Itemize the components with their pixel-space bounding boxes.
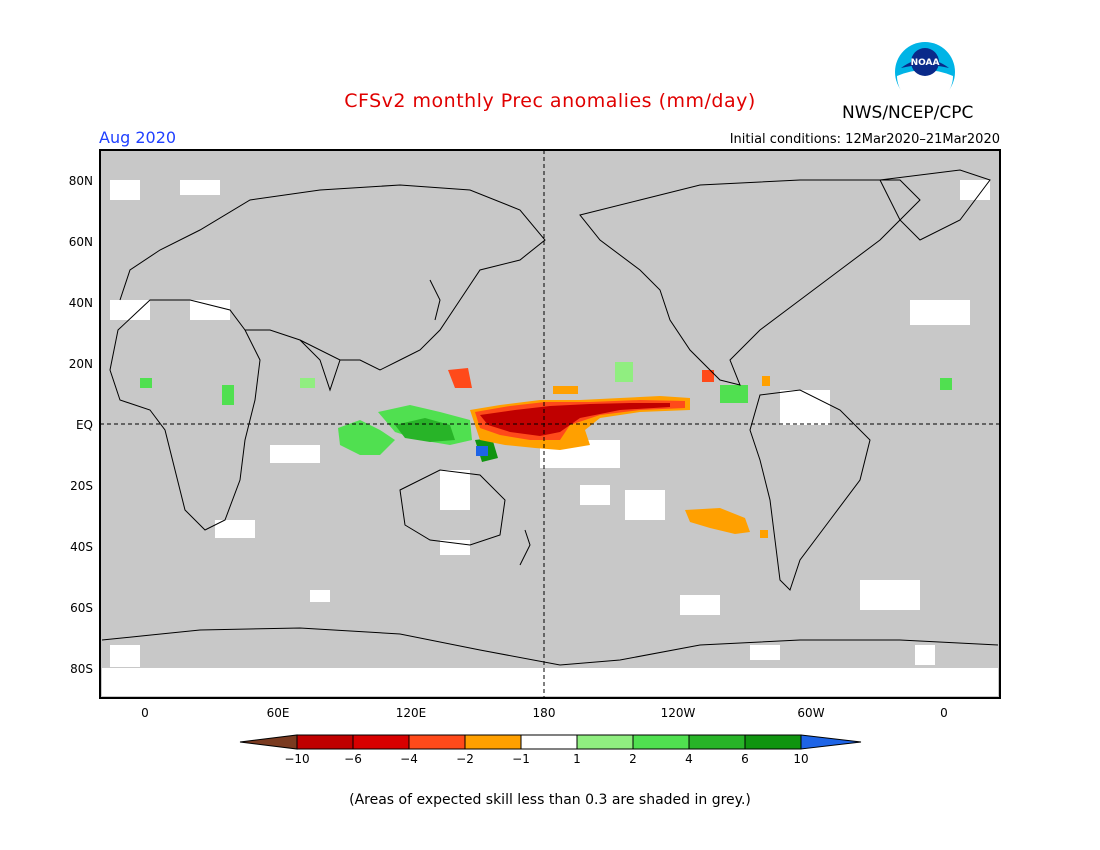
lon-label: 60E <box>267 706 290 720</box>
lat-label: 80S <box>70 662 93 676</box>
colorbar-segment <box>520 734 578 750</box>
footnote: (Areas of expected skill less than 0.3 a… <box>349 792 751 808</box>
lat-label: 80N <box>69 174 93 188</box>
colorbar-label: −1 <box>512 752 530 766</box>
lon-label: 0 <box>141 706 149 720</box>
initial-conditions: Initial conditions: 12Mar2020–21Mar2020 <box>729 132 1000 147</box>
lat-label: 20N <box>69 357 93 371</box>
noaa-logo: NOAA <box>895 42 955 104</box>
neutral-anomaly-regions <box>102 180 998 696</box>
lat-label: 60N <box>69 235 93 249</box>
colorbar: −10 −6 −4 −2 −1 1 2 4 6 10 <box>239 734 862 766</box>
lat-label: 20S <box>70 479 93 493</box>
lat-label: 40S <box>70 540 93 554</box>
colorbar-label: 4 <box>685 752 693 766</box>
coastlines <box>101 169 999 666</box>
colorbar-label: −6 <box>344 752 362 766</box>
longitude-labels: 0 60E 120E 180 120W 60W 0 <box>141 706 948 720</box>
colorbar-label: 6 <box>741 752 749 766</box>
colorbar-arrow-high <box>800 734 862 750</box>
colorbar-segment <box>352 734 410 750</box>
noaa-logo-text: NOAA <box>911 58 940 68</box>
lat-label: EQ <box>76 418 93 432</box>
lat-label: 40N <box>69 296 93 310</box>
colorbar-segment <box>296 734 354 750</box>
colorbar-segment <box>688 734 746 750</box>
lon-label: 120E <box>396 706 427 720</box>
colorbar-label: −10 <box>284 752 309 766</box>
lon-label: 180 <box>533 706 556 720</box>
colorbar-segment <box>744 734 802 750</box>
latitude-labels: 80N 60N 40N 20N EQ 20S 40S 60S 80S <box>69 174 93 676</box>
colorbar-label: 1 <box>573 752 581 766</box>
lon-label: 0 <box>940 706 948 720</box>
colorbar-label: 2 <box>629 752 637 766</box>
forecast-month: Aug 2020 <box>99 128 177 147</box>
colorbar-label: 10 <box>793 752 808 766</box>
lon-label: 120W <box>661 706 696 720</box>
colorbar-segment <box>464 734 522 750</box>
colorbar-segment <box>576 734 634 750</box>
colorbar-segment <box>632 734 690 750</box>
lon-label: 60W <box>797 706 824 720</box>
colorbar-segment <box>408 734 466 750</box>
colorbar-arrow-low <box>239 734 298 750</box>
page-title: CFSv2 monthly Prec anomalies (mm/day) <box>344 90 756 112</box>
colorbar-label: −2 <box>456 752 474 766</box>
lat-label: 60S <box>70 601 93 615</box>
dry-anomaly-regions <box>448 368 770 538</box>
agency-label: NWS/NCEP/CPC <box>842 103 974 123</box>
map-frame <box>99 149 1001 699</box>
colorbar-label: −4 <box>400 752 418 766</box>
